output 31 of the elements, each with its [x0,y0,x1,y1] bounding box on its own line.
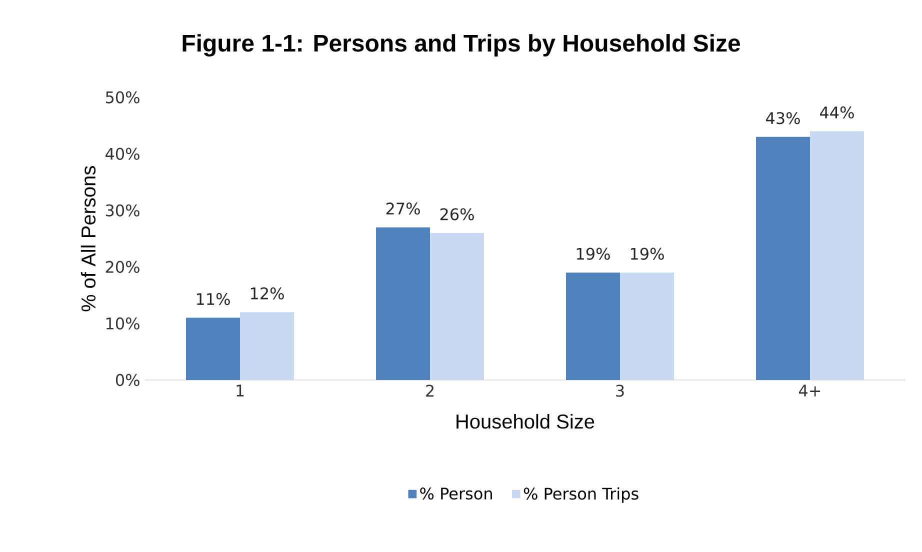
bar [566,272,620,380]
data-label: 43% [766,112,800,124]
data-label: 27% [386,202,420,215]
legend-label: % Person [420,487,492,500]
data-label: 44% [820,106,854,119]
y-tick-label: 50% [106,91,140,104]
x-tick-label: 2 [426,384,434,397]
y-tick-label: 30% [106,204,140,216]
bar [756,136,810,380]
data-label: 19% [630,248,664,260]
chart-title: Figure 1-1: Persons and Trips by Household Size [182,34,740,57]
bar [620,272,674,380]
bar [810,131,864,380]
bar [430,233,484,380]
data-label: 19% [576,248,610,260]
data-label: 11% [196,292,230,306]
data-label: 26% [440,208,474,220]
data-label: 12% [250,287,284,300]
x-axis-title: Household Size [456,414,594,429]
x-tick-label: 1 [236,384,244,396]
y-tick-label: 10% [106,317,140,330]
legend-label: % Person Trips [524,487,638,503]
x-tick-label: 3 [616,384,624,397]
bar [240,312,294,380]
y-tick-label: 0% [116,374,140,386]
y-tick-label: 40% [106,148,140,160]
y-tick-label: 20% [106,260,140,273]
bar [186,318,240,380]
x-tick-label: 4+ [798,384,820,396]
bar [376,227,430,380]
y-axis-title: % of All Persons [80,166,96,312]
